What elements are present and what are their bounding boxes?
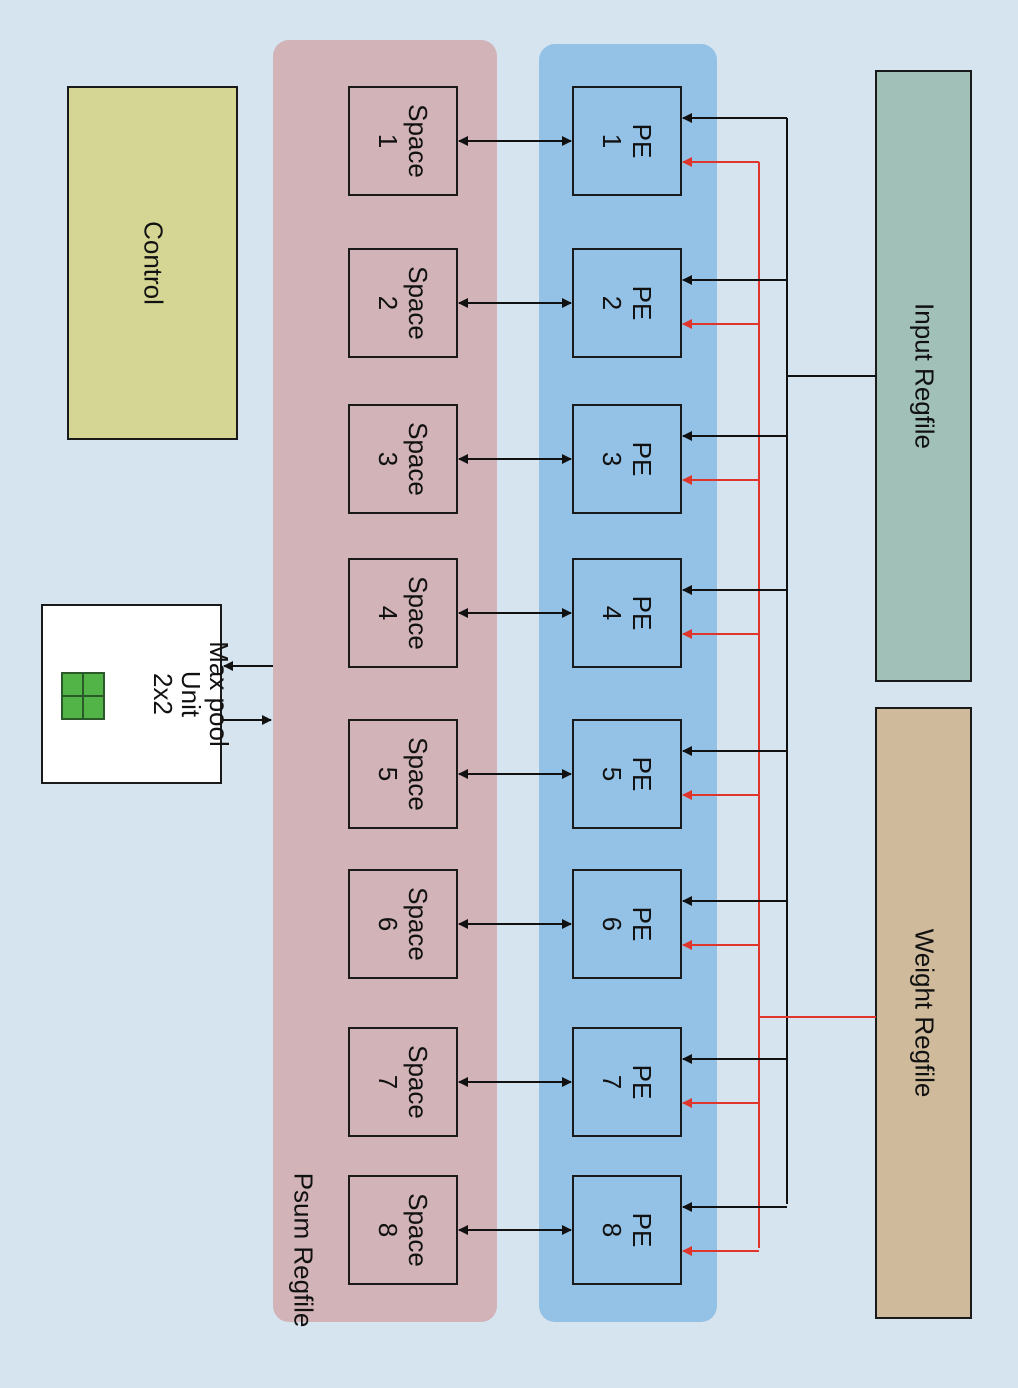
psum-space-5: Space 5 xyxy=(348,719,458,829)
pe-index: 7 xyxy=(597,1074,627,1090)
psum-space-label: Space 8 xyxy=(373,1193,433,1267)
pe-name: PE xyxy=(627,1212,657,1248)
pe-name: PE xyxy=(627,285,657,321)
psum-space-index: 2 xyxy=(373,295,403,311)
psum-space-index: 1 xyxy=(373,133,403,149)
psum-space-name: Space xyxy=(403,104,433,178)
pe-5: PE 5 xyxy=(572,719,682,829)
pe-name: PE xyxy=(627,595,657,631)
pe-index: 6 xyxy=(597,916,627,932)
psum-space-4: Space 4 xyxy=(348,558,458,668)
weight-regfile-block: Weight Regfile xyxy=(875,707,972,1319)
pe-1: PE 1 xyxy=(572,86,682,196)
pe-label: PE 5 xyxy=(597,757,657,792)
psum-space-name: Space xyxy=(403,737,433,811)
psum-space-2: Space 2 xyxy=(348,248,458,358)
psum-space-index: 4 xyxy=(373,605,403,621)
maxpool-grid-icon xyxy=(61,672,105,720)
psum-space-index: 3 xyxy=(373,451,403,467)
pe-7: PE 7 xyxy=(572,1027,682,1137)
psum-space-1: Space 1 xyxy=(348,86,458,196)
psum-space-index: 7 xyxy=(373,1074,403,1090)
pe-3: PE 3 xyxy=(572,404,682,514)
psum-space-name: Space xyxy=(403,1045,433,1119)
pe-index: 5 xyxy=(597,766,627,782)
psum-space-label: Space 2 xyxy=(373,266,433,340)
pe-name: PE xyxy=(627,1064,657,1100)
psum-space-3: Space 3 xyxy=(348,404,458,514)
psum-space-label: Space 5 xyxy=(373,737,433,811)
input-regfile-block: Input Regfile xyxy=(875,70,972,682)
pe-index: 4 xyxy=(597,605,627,621)
pe-label: PE 6 xyxy=(597,907,657,942)
psum-space-7: Space 7 xyxy=(348,1027,458,1137)
pe-label: PE 3 xyxy=(597,442,657,477)
psum-space-index: 8 xyxy=(373,1222,403,1238)
pe-label: PE 8 xyxy=(597,1213,657,1248)
psum-space-label: Space 3 xyxy=(373,422,433,496)
pe-index: 3 xyxy=(597,451,627,467)
psum-space-label: Space 4 xyxy=(373,576,433,650)
pe-label: PE 4 xyxy=(597,596,657,631)
psum-space-name: Space xyxy=(403,576,433,650)
pe-label: PE 7 xyxy=(597,1065,657,1100)
psum-space-label: Space 1 xyxy=(373,104,433,178)
psum-space-name: Space xyxy=(403,1193,433,1267)
pe-label: PE 1 xyxy=(597,124,657,159)
pe-8: PE 8 xyxy=(572,1175,682,1285)
pe-2: PE 2 xyxy=(572,248,682,358)
maxpool-unit: Max pool Unit 2x2 xyxy=(41,604,234,784)
psum-space-label: Space 6 xyxy=(373,887,433,961)
psum-space-8: Space 8 xyxy=(348,1175,458,1285)
psum-space-index: 5 xyxy=(373,766,403,782)
psum-space-name: Space xyxy=(403,422,433,496)
psum-space-name: Space xyxy=(403,266,433,340)
pe-name: PE xyxy=(627,906,657,942)
psum-space-label: Space 7 xyxy=(373,1045,433,1119)
pe-6: PE 6 xyxy=(572,869,682,979)
pe-name: PE xyxy=(627,123,657,159)
pe-index: 1 xyxy=(597,133,627,149)
psum-space-index: 6 xyxy=(373,916,403,932)
pe-name: PE xyxy=(627,756,657,792)
pe-label: PE 2 xyxy=(597,286,657,321)
psum-space-name: Space xyxy=(403,887,433,961)
pe-index: 2 xyxy=(597,295,627,311)
psum-space-6: Space 6 xyxy=(348,869,458,979)
pe-4: PE 4 xyxy=(572,558,682,668)
pe-index: 8 xyxy=(597,1222,627,1238)
control-block: Control xyxy=(67,86,238,440)
pe-name: PE xyxy=(627,441,657,477)
